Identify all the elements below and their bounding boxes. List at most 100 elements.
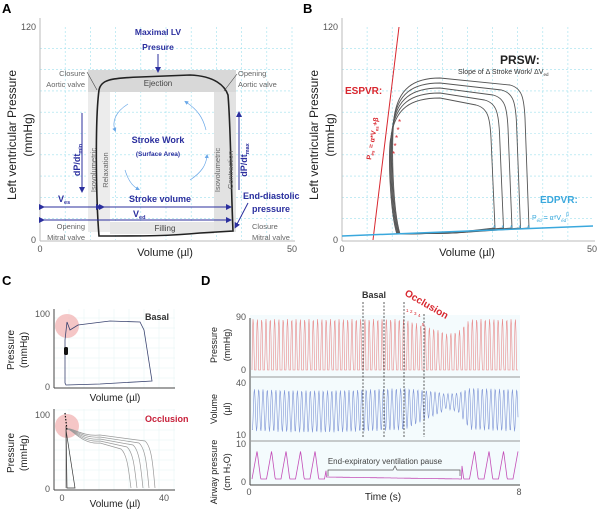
y-tick: 0 — [45, 382, 50, 392]
y-tick: 0 — [241, 365, 246, 375]
pv-loops-occlusion — [65, 425, 156, 489]
y-axis-unit: (mmHg) — [19, 435, 30, 471]
svg-text:5: 5 — [422, 322, 425, 327]
y-axis-label: Left ventricular Pressure — [307, 70, 321, 200]
opening-mitral-label: Opening — [57, 222, 85, 231]
panel-letter: C — [2, 273, 12, 288]
airway-pressure-label: Airway pressure — [209, 440, 219, 505]
svg-text:2: 2 — [410, 309, 413, 314]
volume-unit: (µl) — [222, 402, 232, 415]
panel-c: C 100 0 Volume (µl) Pressure (mmHg) Basa… — [2, 273, 189, 510]
x-tick: 0 — [339, 244, 344, 254]
stroke-volume-label: Stroke volume — [129, 194, 191, 204]
edp-label: pressure — [252, 204, 290, 214]
relaxation-band — [88, 92, 110, 232]
ves-label: Ves — [58, 194, 70, 206]
es-point-marker: * — [392, 150, 395, 159]
ventilation-pause-label: End-expiratory ventilation pause — [328, 457, 443, 466]
dpdt-min-label: dP/dtmin — [72, 143, 84, 176]
isovolumetric-contraction-label: Contraction — [226, 151, 235, 189]
pv-loops: ********** — [389, 77, 530, 235]
y-tick: 90 — [236, 312, 246, 322]
stroke-work-label: Stroke Work — [132, 135, 186, 145]
es-point-marker: * — [397, 126, 400, 135]
x-tick: 40 — [159, 493, 169, 503]
isovolumetric-contraction-label: Isovolumetric — [213, 148, 222, 192]
y-tick: 100 — [35, 309, 50, 319]
dpdt-max-label: dP/dtmax — [239, 142, 251, 176]
pv-loop — [392, 77, 530, 235]
es-point-marker: * — [395, 134, 398, 143]
pointer-line — [86, 71, 98, 91]
highlight-circle — [55, 314, 79, 338]
basal-label: Basal — [362, 290, 386, 300]
x-tick: 50 — [287, 244, 297, 254]
x-axis-label: Volume (µl) — [90, 393, 141, 404]
svg-text:4: 4 — [418, 313, 421, 318]
pv-loop — [65, 428, 132, 489]
arrow-icon — [234, 202, 249, 229]
y-axis-label: Pressure — [6, 330, 17, 370]
pressure-unit: (mmHg) — [222, 329, 232, 362]
x-tick: 0 — [37, 244, 42, 254]
panel-b: B 120 0 0 50 Volume (µl) Left ventricula… — [303, 1, 597, 259]
edp-label: End-diastolic — [243, 191, 300, 201]
pv-loop — [65, 428, 156, 489]
y-tick: 0 — [31, 235, 36, 245]
panel-letter: D — [201, 273, 210, 288]
es-point-marker: * — [394, 142, 397, 151]
airway-pressure-unit: (cm H₂O) — [222, 453, 232, 491]
opening-aortic-label: Aortic valve — [238, 80, 277, 89]
y-axis-unit: (mmHg) — [323, 113, 337, 156]
pv-loop — [391, 82, 521, 235]
y-axis-unit: (mmHg) — [19, 332, 30, 368]
y-tick: 10 — [236, 439, 246, 449]
pv-loop — [95, 74, 234, 237]
x-axis-label: Volume (µl) — [137, 247, 193, 259]
ved-label: Ved — [133, 209, 145, 221]
ejection-label: Ejection — [144, 79, 172, 88]
edpvr-line — [341, 225, 594, 237]
x-axis-label: Time (s) — [365, 492, 401, 503]
es-point-marker: * — [398, 118, 401, 127]
pv-loop — [65, 428, 150, 489]
edpvr-label: EDPVR: — [540, 195, 578, 206]
y-tick: 0 — [241, 477, 246, 487]
x-tick: 8 — [516, 487, 521, 497]
pressure-label: Pressure — [209, 327, 219, 363]
end-systolic-marker — [64, 347, 68, 355]
espvr-equation: Pes = α*Ves+β — [366, 116, 381, 160]
panel-a: A 120 0 0 50 Volume (µl) Left ventricula… — [2, 1, 300, 259]
y-tick: 120 — [323, 22, 338, 32]
isovolumetric-relaxation-label: Relaxation — [101, 152, 110, 187]
y-tick: 0 — [333, 235, 338, 245]
surface-area-label: (Surface Area) — [136, 151, 180, 158]
y-tick: 120 — [21, 22, 36, 32]
x-tick: 50 — [587, 244, 597, 254]
cycle-arrow-icon — [124, 169, 140, 190]
y-tick: 10 — [236, 430, 246, 440]
airway-pressure-trace — [251, 451, 519, 480]
pv-loop — [65, 425, 76, 489]
pv-loop-basal — [64, 320, 153, 386]
x-tick: 0 — [59, 493, 64, 503]
pause-bracket — [327, 465, 461, 476]
cycle-arrow-icon — [189, 153, 209, 181]
y-axis-label: Pressure — [6, 433, 17, 473]
espvr-label: ESPVR: — [345, 86, 382, 97]
closure-mitral-label: Mitral valve — [252, 233, 290, 242]
basal-label: Basal — [145, 312, 169, 322]
cycle-arrow-icon — [112, 103, 129, 132]
y-axis-unit: (mmHg) — [21, 113, 35, 156]
ed-point-marker: * — [493, 225, 496, 232]
svg-text:1: 1 — [406, 308, 409, 313]
panel-d: D 90 0 40 10 10 0 0 8 Time (s) Pressure … — [201, 273, 522, 504]
cycle-arrow-icon — [184, 100, 207, 131]
x-tick: 0 — [246, 487, 251, 497]
ed-point-marker: * — [502, 225, 505, 232]
x-axis-label: Volume (µl) — [90, 499, 141, 510]
filling-band — [110, 222, 214, 234]
y-tick: 100 — [35, 410, 50, 420]
svg-text:3: 3 — [414, 311, 417, 316]
